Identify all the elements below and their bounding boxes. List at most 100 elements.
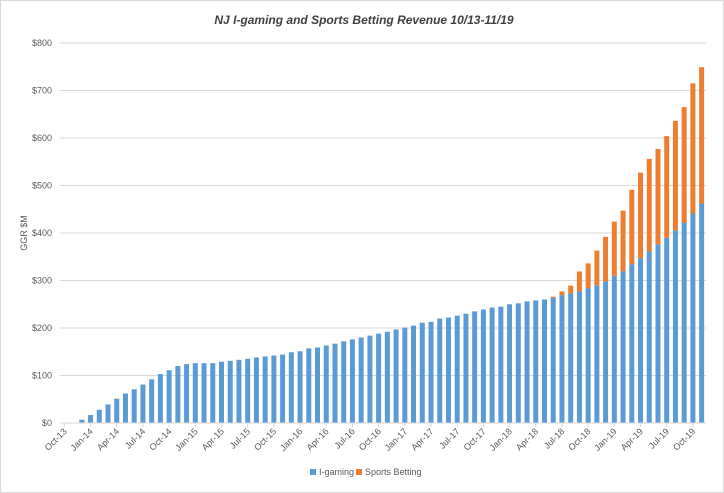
bar-i-gaming-aug-19 xyxy=(672,230,678,423)
bar-i-gaming-jul-18 xyxy=(559,295,565,423)
bar-i-gaming-oct-15 xyxy=(271,355,277,423)
bar-i-gaming-may-18 xyxy=(542,299,547,423)
bar-sports-betting-may-19 xyxy=(646,158,652,252)
bar-i-gaming-nov-18 xyxy=(594,285,600,423)
bar-sports-betting-jun-19 xyxy=(655,148,661,245)
x-tick-label: Jul-19 xyxy=(647,426,671,450)
bar-i-gaming-sep-17 xyxy=(472,311,478,423)
x-tick-label: Jan-19 xyxy=(592,426,619,453)
x-tick-label: Apr-16 xyxy=(304,426,330,452)
x-tick-label: Jul-15 xyxy=(228,426,252,450)
bar-i-gaming-dec-14 xyxy=(184,364,190,423)
y-tick-label: $800 xyxy=(32,38,52,48)
y-tick-label: $700 xyxy=(32,86,52,96)
bar-i-gaming-mar-18 xyxy=(524,301,530,423)
bar-sports-betting-sep-19 xyxy=(681,107,687,223)
bar-i-gaming-dec-17 xyxy=(498,306,504,423)
bar-i-gaming-jul-16 xyxy=(349,339,355,423)
bar-sports-betting-aug-19 xyxy=(672,120,678,231)
bar-i-gaming-apr-16 xyxy=(323,345,329,423)
bar-i-gaming-sep-18 xyxy=(576,291,582,423)
bar-i-gaming-jan-16 xyxy=(297,351,303,423)
bar-i-gaming-apr-18 xyxy=(533,300,539,423)
bar-sports-betting-mar-19 xyxy=(629,189,635,265)
bar-i-gaming-dec-16 xyxy=(393,329,399,423)
bar-i-gaming-nov-19 xyxy=(699,203,705,423)
bar-sports-betting-feb-19 xyxy=(620,210,626,272)
bar-i-gaming-jun-17 xyxy=(445,317,451,423)
bar-i-gaming-jul-17 xyxy=(454,315,460,423)
bar-i-gaming-oct-17 xyxy=(480,309,486,423)
bar-sports-betting-apr-19 xyxy=(638,172,644,259)
bar-i-gaming-dec-18 xyxy=(603,281,609,423)
x-tick-label: Apr-17 xyxy=(409,426,435,452)
x-tick-label: Apr-14 xyxy=(95,426,121,452)
x-tick-label: Oct-14 xyxy=(147,426,173,452)
bar-i-gaming-aug-18 xyxy=(568,293,574,423)
bar-i-gaming-feb-16 xyxy=(306,348,312,423)
bar-i-gaming-sep-16 xyxy=(367,335,373,423)
legend-label-i-gaming: I-gaming xyxy=(319,467,354,477)
y-tick-label: $200 xyxy=(32,323,52,333)
bar-i-gaming-apr-19 xyxy=(638,258,644,423)
bar-i-gaming-oct-18 xyxy=(585,288,591,423)
x-tick-label: Oct-17 xyxy=(462,426,488,452)
x-tick-label: Apr-18 xyxy=(514,426,540,452)
bar-i-gaming-sep-14 xyxy=(157,374,163,423)
bar-i-gaming-jan-19 xyxy=(611,275,617,423)
bar-i-gaming-jun-15 xyxy=(236,359,242,423)
bar-i-gaming-may-16 xyxy=(332,343,338,423)
bar-i-gaming-nov-17 xyxy=(489,307,495,423)
bar-i-gaming-feb-15 xyxy=(201,363,207,423)
bar-i-gaming-oct-16 xyxy=(376,333,382,423)
bar-i-gaming-apr-17 xyxy=(428,321,434,423)
bar-i-gaming-jun-18 xyxy=(550,297,556,423)
legend-swatch-i-gaming xyxy=(310,469,316,475)
bar-sports-betting-dec-18 xyxy=(603,236,609,282)
bar-i-gaming-nov-14 xyxy=(175,366,181,423)
x-tick-label: Jul-14 xyxy=(123,426,147,450)
x-tick-label: Jul-18 xyxy=(542,426,566,450)
bar-sports-betting-oct-19 xyxy=(690,83,696,214)
x-tick-label: Oct-18 xyxy=(566,426,592,452)
x-tick-label: Jan-14 xyxy=(68,426,95,453)
bar-i-gaming-aug-14 xyxy=(149,379,155,423)
bar-i-gaming-dec-15 xyxy=(288,352,294,423)
bar-i-gaming-oct-14 xyxy=(166,370,172,423)
bar-sports-betting-nov-19 xyxy=(699,67,705,204)
x-tick-label: Oct-16 xyxy=(357,426,383,452)
bar-sports-betting-aug-18 xyxy=(568,285,574,294)
bar-i-gaming-may-15 xyxy=(227,360,233,423)
bar-i-gaming-jan-18 xyxy=(507,304,513,423)
x-tick-label: Jan-15 xyxy=(173,426,200,453)
bar-i-gaming-feb-17 xyxy=(411,325,417,423)
bar-i-gaming-aug-16 xyxy=(358,337,364,423)
bar-sports-betting-jan-19 xyxy=(611,221,617,276)
bar-i-gaming-nov-15 xyxy=(280,354,286,423)
bar-i-gaming-nov-16 xyxy=(384,331,390,423)
y-tick-label: $400 xyxy=(32,228,52,238)
x-tick-label: Oct-15 xyxy=(252,426,278,452)
bar-i-gaming-jul-15 xyxy=(245,358,251,423)
bar-i-gaming-aug-17 xyxy=(463,313,469,423)
legend-label-sports-betting: Sports Betting xyxy=(365,467,422,477)
y-tick-label: $300 xyxy=(32,276,52,286)
bar-sports-betting-jul-19 xyxy=(664,136,670,238)
legend: I-gaming Sports Betting xyxy=(310,467,422,477)
bar-i-gaming-mar-16 xyxy=(315,347,321,423)
bar-i-gaming-sep-19 xyxy=(681,222,687,423)
bar-i-gaming-mar-17 xyxy=(419,322,425,423)
y-tick-label: $600 xyxy=(32,133,52,143)
bar-i-gaming-mar-14 xyxy=(105,404,111,423)
bar-i-gaming-may-19 xyxy=(646,251,652,423)
x-tick-label: Jul-17 xyxy=(437,426,461,450)
bar-i-gaming-may-17 xyxy=(437,318,443,423)
bar-i-gaming-jun-16 xyxy=(341,341,347,423)
bar-i-gaming-apr-15 xyxy=(219,361,224,423)
bar-i-gaming-jan-17 xyxy=(402,327,408,423)
bar-i-gaming-oct-19 xyxy=(690,213,696,423)
bar-i-gaming-jun-19 xyxy=(655,244,661,423)
bar-i-gaming-feb-19 xyxy=(620,271,626,423)
bar-i-gaming-feb-18 xyxy=(515,303,521,423)
